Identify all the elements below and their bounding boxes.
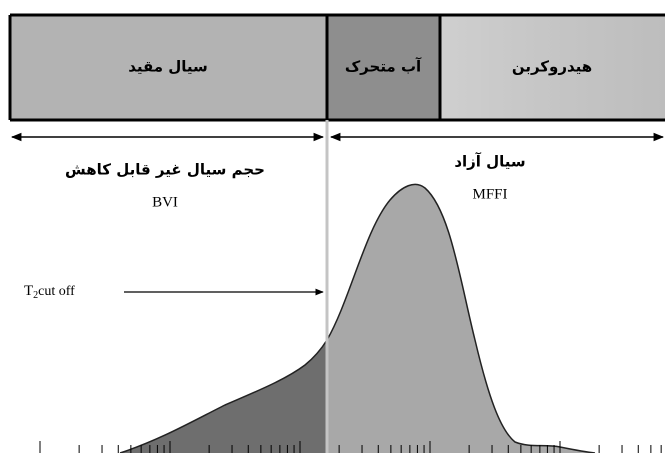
movable-water-box bbox=[327, 15, 440, 120]
bound-fluid-label: سیال مقید bbox=[128, 58, 208, 76]
bound-fluid-box bbox=[10, 15, 327, 120]
t2-curve bbox=[119, 183, 596, 454]
bvi-label: BVI bbox=[152, 194, 178, 210]
ffi-area bbox=[327, 184, 595, 453]
hydrocarbon-label: هیدروکربن bbox=[512, 58, 592, 76]
header-borders bbox=[8, 13, 665, 122]
log-ticks bbox=[39, 441, 662, 453]
hydrocarbon-box bbox=[440, 15, 665, 120]
movable-water-label: آب متحرک bbox=[345, 58, 422, 76]
cutoff-subscript: 2 bbox=[33, 290, 38, 301]
cutoff-label: T2cut off bbox=[24, 283, 75, 301]
cutoff-text: cut off bbox=[38, 284, 75, 299]
cutoff-symbol: T bbox=[24, 283, 33, 299]
mffi-label: MFFI bbox=[472, 186, 507, 202]
bvi-title: حجم سیال غیر قابل کاهش bbox=[65, 161, 265, 179]
bvi-area bbox=[120, 340, 327, 453]
free-fluid-title: سیال آزاد bbox=[454, 153, 525, 171]
